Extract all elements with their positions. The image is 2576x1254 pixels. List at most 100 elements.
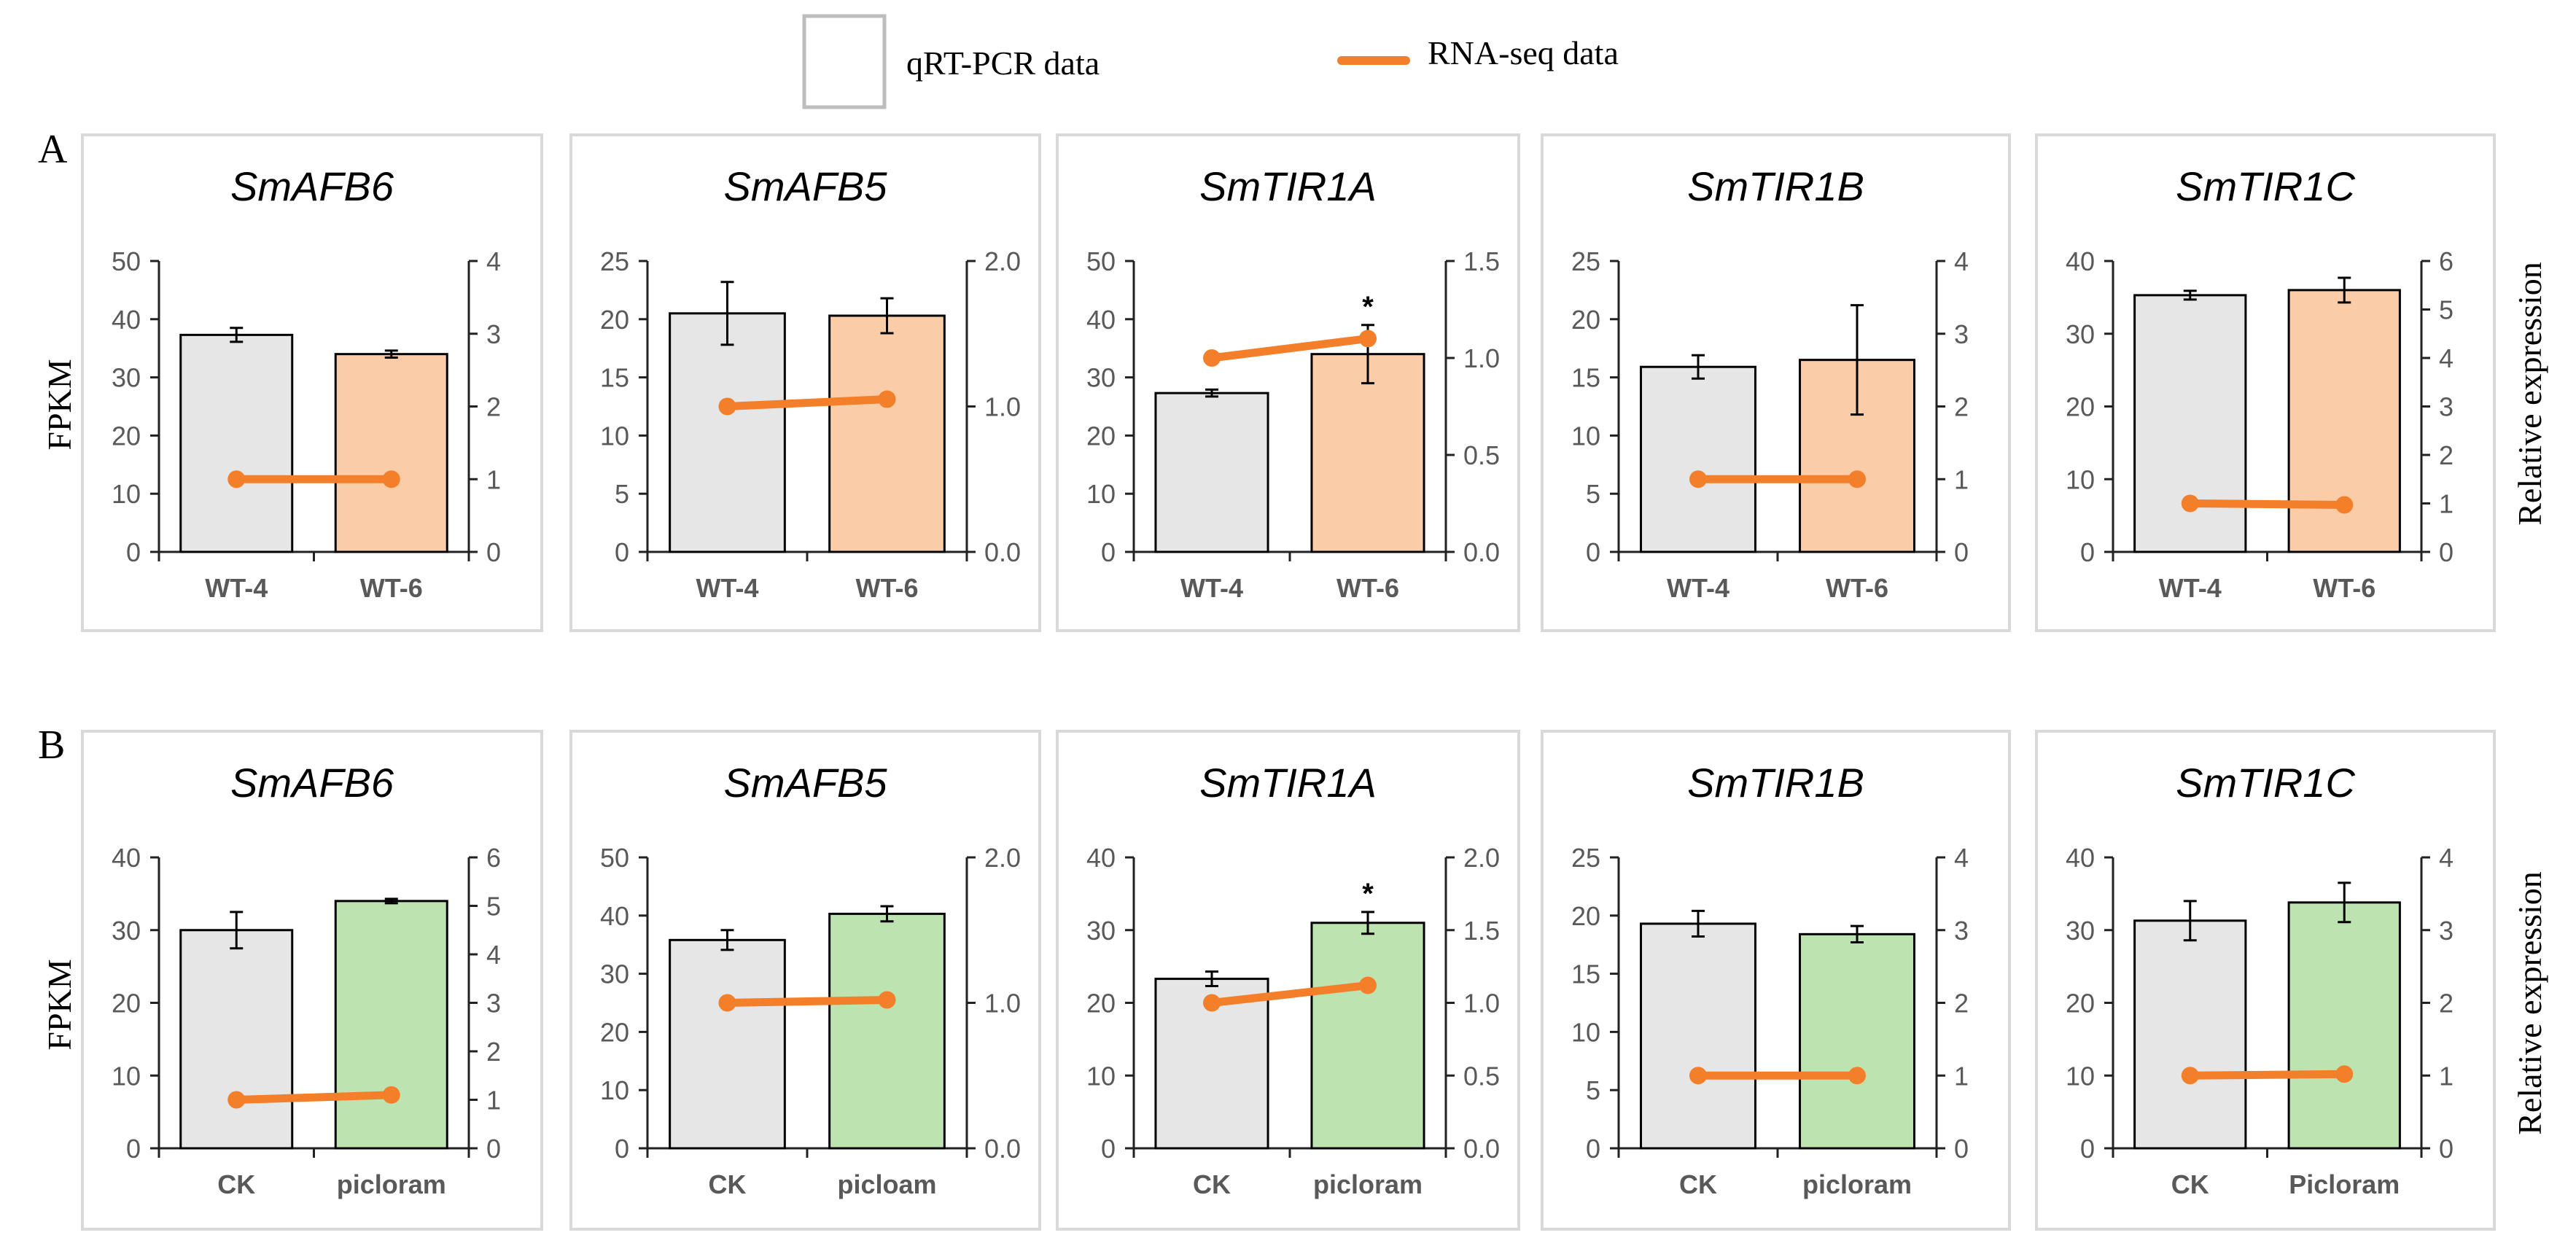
chart-title: SmAFB5 — [723, 163, 887, 209]
left-tick-label: 10 — [112, 479, 141, 509]
rna-seq-point — [382, 1086, 400, 1104]
category-label: WT-4 — [696, 573, 759, 603]
chart-title: SmAFB5 — [723, 760, 887, 806]
right-tick-label: 3 — [486, 989, 501, 1019]
chart-panel: SmTIR1B 0 5 10 15 20 25 0 1 2 3 4 CK picloram — [1541, 730, 2011, 1231]
right-tick-label: 3 — [2439, 916, 2454, 946]
category-label: WT-4 — [205, 573, 268, 603]
bar — [179, 929, 294, 1150]
legend: qRT-PCR data RNA-seq data — [802, 14, 1619, 109]
left-tick-label: 20 — [112, 989, 141, 1019]
legend-bar-label: qRT-PCR data — [906, 44, 1100, 82]
right-tick-label: 0.5 — [1463, 1061, 1500, 1091]
bar — [1154, 392, 1269, 553]
right-tick-label: 4 — [2439, 843, 2454, 873]
bar — [1310, 353, 1425, 553]
left-tick-label: 25 — [1571, 843, 1600, 873]
rna-seq-line — [2186, 1070, 2349, 1080]
bar — [2133, 294, 2247, 553]
right-tick-label: 2 — [2439, 440, 2454, 470]
right-tick-label: 2.0 — [984, 246, 1021, 276]
rna-seq-point — [718, 994, 736, 1012]
bar — [1310, 922, 1425, 1150]
left-axis-label-a: FPKM — [41, 359, 78, 450]
chart-title: SmTIR1B — [1687, 163, 1864, 209]
panel-frame — [1056, 133, 1520, 632]
chart-title: SmAFB6 — [230, 760, 394, 806]
bar — [1640, 922, 1756, 1150]
right-tick-label: 1.0 — [1463, 343, 1500, 373]
right-tick-label: 2 — [1954, 392, 1969, 422]
right-tick-label: 3 — [1954, 319, 1969, 349]
left-tick-label: 15 — [1571, 959, 1600, 989]
left-tick-label: 40 — [2066, 843, 2095, 873]
bar — [828, 314, 946, 553]
right-tick-label: 0.0 — [1463, 537, 1500, 567]
left-tick-label: 5 — [615, 479, 629, 509]
category-label: WT-6 — [2313, 573, 2375, 603]
rna-seq-point — [2335, 496, 2354, 514]
right-tick-label: 0.0 — [984, 1134, 1021, 1164]
panel-frame — [1056, 730, 1520, 1231]
chart-panel: SmAFB5 0 5 10 15 20 25 0.0 1.0 2.0 WT-4 WT-6 — [569, 133, 1041, 632]
left-tick-label: 15 — [1571, 363, 1600, 393]
rna-seq-line — [232, 1091, 396, 1104]
bar — [334, 353, 448, 553]
right-tick-label: 4 — [486, 246, 501, 276]
rna-seq-point — [2181, 494, 2199, 513]
right-tick-label: 0.0 — [984, 537, 1021, 567]
right-tick-label: 1 — [2439, 1061, 2454, 1091]
category-label: WT-6 — [1826, 573, 1888, 603]
left-tick-label: 30 — [2066, 916, 2095, 946]
chart-panel: SmTIR1B 0 5 10 15 20 25 0 1 2 3 4 WT-4 WT-6 — [1541, 133, 2011, 632]
right-tick-label: 1.0 — [984, 392, 1021, 422]
left-tick-label: 0 — [126, 1134, 141, 1164]
right-tick-label: 0 — [486, 1134, 501, 1164]
left-tick-label: 0 — [615, 537, 629, 567]
chart-title: SmTIR1A — [1199, 163, 1377, 209]
rna-seq-point — [1359, 330, 1377, 348]
right-tick-label: 1.0 — [1463, 989, 1500, 1019]
rna-seq-line — [1207, 334, 1372, 362]
left-tick-label: 25 — [1571, 246, 1600, 276]
rna-seq-point — [878, 390, 896, 408]
rna-seq-point — [382, 470, 400, 488]
chart-title: SmTIR1B — [1687, 760, 1864, 806]
left-tick-label: 40 — [112, 305, 141, 335]
right-axis-label-a: Relative expression — [2511, 262, 2548, 526]
chart-panel: SmTIR1A 0 10 20 30 40 0.0 0.5 1.0 1.5 2.0 CK * piclor… — [1056, 730, 1520, 1231]
right-axis-label-b: Relative expression — [2511, 871, 2548, 1135]
left-tick-label: 10 — [600, 1075, 629, 1105]
right-tick-label: 2 — [486, 392, 501, 422]
panel-frame — [81, 730, 543, 1231]
category-label: CK — [709, 1169, 747, 1199]
right-tick-label: 6 — [2439, 246, 2454, 276]
category-label: WT-4 — [1180, 573, 1243, 603]
bar — [1640, 365, 1756, 553]
left-tick-label: 30 — [600, 959, 629, 989]
panel-frame — [569, 730, 1041, 1231]
left-tick-label: 10 — [1571, 1017, 1600, 1047]
rna-seq-point — [1848, 1067, 1866, 1085]
panel-frame — [81, 133, 543, 632]
right-tick-label: 0 — [1954, 537, 1969, 567]
left-tick-label: 0 — [2080, 537, 2095, 567]
right-tick-label: 0.5 — [1463, 440, 1500, 470]
rna-seq-line — [723, 996, 891, 1007]
category-label: picloram — [337, 1169, 446, 1199]
category-label: picloram — [1313, 1169, 1423, 1199]
chart-panel: SmAFB6 0 10 20 30 40 50 0 1 2 3 4 WT-4 WT-6 — [81, 133, 543, 632]
panel-frame — [569, 133, 1041, 632]
rna-seq-line — [1207, 981, 1372, 1007]
category-label: picloam — [837, 1169, 936, 1199]
panel-frame — [1541, 730, 2011, 1231]
left-tick-label: 40 — [600, 901, 629, 931]
category-label: WT-4 — [2159, 573, 2222, 603]
right-tick-label: 4 — [1954, 843, 1969, 873]
panel-frame — [1541, 133, 2011, 632]
left-tick-label: 30 — [1086, 916, 1116, 946]
right-tick-label: 1 — [2439, 489, 2454, 519]
legend-line-label: RNA-seq data — [1428, 34, 1619, 71]
significance-marker: * — [1362, 291, 1374, 323]
left-tick-label: 10 — [112, 1061, 141, 1091]
